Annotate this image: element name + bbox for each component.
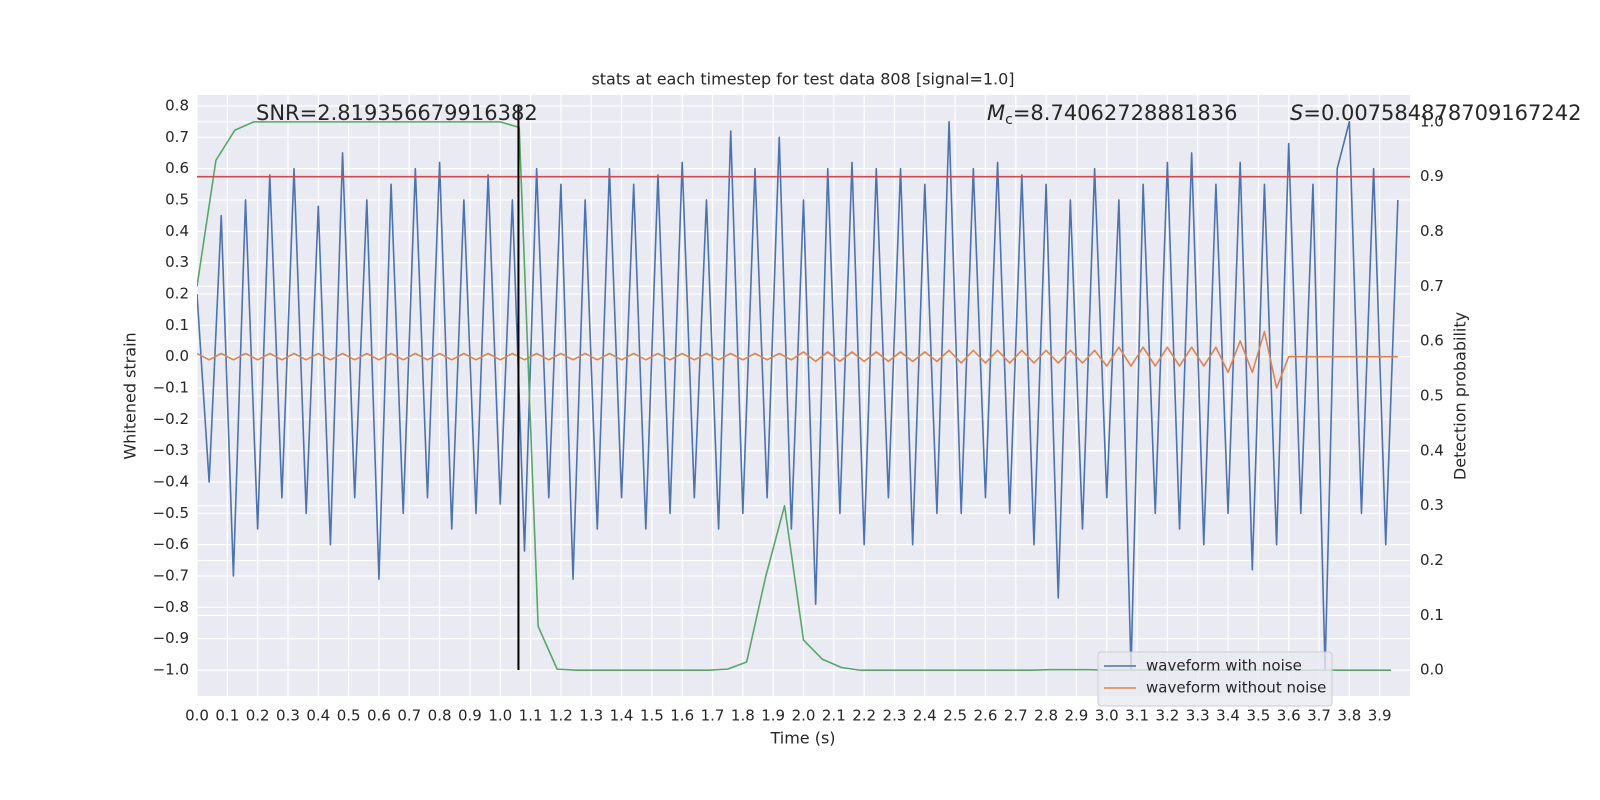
y-tick-label: 0.5 [165, 190, 189, 208]
y-axis-label: Whitened strain [121, 332, 140, 459]
y2-tick-label: 0.8 [1420, 222, 1444, 240]
x-tick-label: 1.0 [488, 707, 512, 725]
series-line [197, 120, 1399, 671]
x-tick-label: 3.4 [1216, 707, 1240, 725]
x-tick-label: 3.2 [1155, 707, 1179, 725]
y2-tick-label: 0.1 [1420, 606, 1444, 624]
y2-tick-label: 0.2 [1420, 551, 1444, 569]
y-tick-label: −0.9 [153, 629, 189, 647]
series-line [197, 330, 1398, 389]
x-tick-label: 0.1 [215, 707, 239, 725]
x-tick-label: 2.2 [852, 707, 876, 725]
y-tick-label: −0.7 [153, 566, 189, 584]
x-tick-label: 0.4 [306, 707, 330, 725]
y-tick-label: 0.4 [165, 222, 189, 240]
x-tick-label: 2.9 [1064, 707, 1088, 725]
x-tick-label: 0.7 [397, 707, 421, 725]
x-tick-label: 1.8 [731, 707, 755, 725]
y-tick-label: −0.6 [153, 535, 189, 553]
x-tick-label: 0.3 [276, 707, 300, 725]
y2-tick-label: 0.7 [1420, 277, 1444, 295]
x-tick-label: 2.3 [883, 707, 907, 725]
y2-tick-label: 0.3 [1420, 496, 1444, 514]
annotation-symbol: M [987, 101, 1005, 125]
y-tick-label: 0.7 [165, 128, 189, 146]
y-tick-label: −0.4 [153, 472, 189, 490]
x-tick-label: 1.9 [761, 707, 785, 725]
x-tick-label: 2.5 [943, 707, 967, 725]
annotation-subscript: c [1005, 112, 1013, 128]
x-tick-label: 3.1 [1125, 707, 1149, 725]
x-tick-label: 1.3 [579, 707, 603, 725]
y2-tick-label: 0.5 [1420, 387, 1444, 405]
x-tick-label: 3.6 [1277, 707, 1301, 725]
x-tick-label: 0.0 [185, 707, 209, 725]
x-tick-label: 1.4 [610, 707, 634, 725]
y-tick-label: 0.3 [165, 253, 189, 271]
x-tick-label: 3.8 [1337, 707, 1361, 725]
x-tick-label: 2.8 [1034, 707, 1058, 725]
y-tick-label: 0.6 [165, 159, 189, 177]
y-tick-label: 0.2 [165, 284, 189, 302]
x-tick-label: 2.1 [822, 707, 846, 725]
annotation-text: =0.007584878709167242 [1303, 101, 1581, 125]
annotation: Mc=8.74062728881836 [987, 101, 1238, 128]
x-tick-label: 0.9 [458, 707, 482, 725]
chart-title: stats at each timestep for test data 808… [591, 70, 1014, 89]
legend-label: waveform with noise [1146, 657, 1302, 675]
legend-label: waveform without noise [1146, 679, 1326, 697]
y2-tick-label: 0.9 [1420, 167, 1444, 185]
x-axis-label: Time (s) [769, 729, 835, 748]
y-tick-label: 0.1 [165, 316, 189, 334]
x-tick-label: 0.5 [337, 707, 361, 725]
y2-axis-label: Detection probability [1451, 312, 1470, 480]
y-tick-label: −0.8 [153, 598, 189, 616]
annotation-text: =8.74062728881836 [1013, 101, 1238, 125]
y-tick-label: 0.8 [165, 96, 189, 114]
x-tick-label: 3.3 [1186, 707, 1210, 725]
y2-tick-label: 0.6 [1420, 332, 1444, 350]
x-tick-label: 1.1 [519, 707, 543, 725]
annotation: SNR=2.819356679916382 [256, 101, 538, 125]
y-tick-label: −0.3 [153, 441, 189, 459]
x-tick-label: 2.0 [792, 707, 816, 725]
y-tick-label: 0.0 [165, 347, 189, 365]
annotation-symbol: S [1290, 101, 1303, 125]
x-tick-label: 0.2 [246, 707, 270, 725]
x-tick-label: 0.8 [428, 707, 452, 725]
x-tick-label: 1.5 [640, 707, 664, 725]
x-tick-label: 1.6 [670, 707, 694, 725]
x-tick-label: 1.2 [549, 707, 573, 725]
x-tick-label: 3.7 [1307, 707, 1331, 725]
legend-box [1097, 651, 1333, 707]
x-tick-label: 2.7 [1004, 707, 1028, 725]
y2-tick-label: 0.4 [1420, 441, 1444, 459]
y2-tick-label: 0.0 [1420, 661, 1444, 679]
y-tick-label: −1.0 [153, 660, 189, 678]
x-tick-label: 3.9 [1368, 707, 1392, 725]
y-tick-label: −0.5 [153, 504, 189, 522]
annotation: S=0.007584878709167242 [1290, 101, 1581, 125]
x-tick-label: 3.5 [1246, 707, 1270, 725]
x-tick-label: 1.7 [701, 707, 725, 725]
x-tick-label: 2.6 [974, 707, 998, 725]
x-tick-label: 0.6 [367, 707, 391, 725]
x-tick-label: 3.0 [1095, 707, 1119, 725]
y-tick-label: −0.2 [153, 410, 189, 428]
y-tick-label: −0.1 [153, 378, 189, 396]
y2-tick-label: 1.0 [1420, 112, 1444, 130]
x-tick-label: 2.4 [913, 707, 937, 725]
